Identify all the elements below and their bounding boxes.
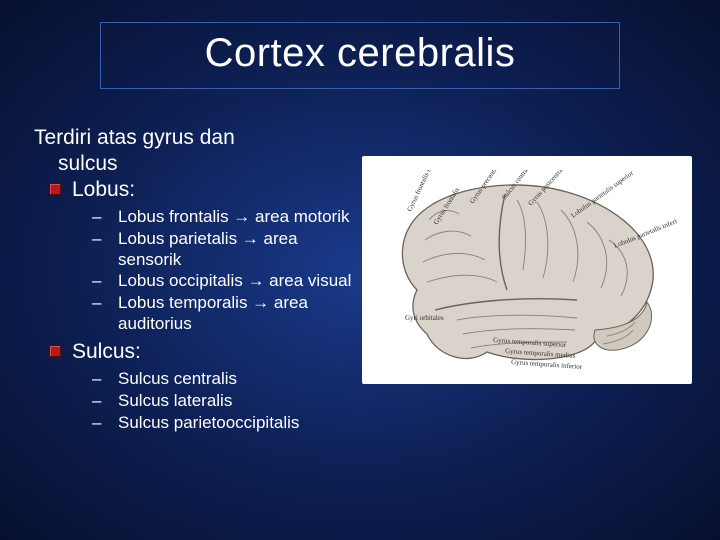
title-box: Cortex cerebralis	[100, 22, 620, 89]
slide-title: Cortex cerebralis	[101, 31, 619, 76]
intro-line-1: Terdiri atas gyrus dan	[34, 126, 354, 150]
brain-label: Gyrus temporalis inferior	[511, 358, 583, 370]
sulcus-item: Sulcus parietooccipitalis	[34, 413, 354, 434]
lobus-items: Lobus frontalis → area motorik Lobus par…	[34, 207, 354, 334]
sulcus-items: Sulcus centralis Sulcus lateralis Sulcus…	[34, 369, 354, 433]
lobus-item: Lobus temporalis → area auditorius	[34, 293, 354, 334]
slide: Cortex cerebralis Terdiri atas gyrus dan…	[0, 0, 720, 540]
lobus-item: Lobus occipitalis → area visual	[34, 271, 354, 292]
intro-line-2: sulcus	[34, 152, 354, 176]
brain-label: Gyri orbitales	[405, 314, 444, 322]
brain-figure: Gyrus frontalis superiorGyrus frontalisG…	[362, 156, 692, 384]
brain-illustration: Gyrus frontalis superiorGyrus frontalisG…	[377, 170, 677, 370]
lobus-item: Lobus frontalis → area motorik	[34, 207, 354, 228]
lobus-heading: Lobus:	[34, 178, 354, 203]
text-content: Terdiri atas gyrus dan sulcus Lobus: Lob…	[34, 126, 354, 439]
lobus-section: Lobus:	[34, 178, 354, 203]
sulcus-section: Sulcus:	[34, 340, 354, 365]
sulcus-item: Sulcus lateralis	[34, 391, 354, 412]
sulcus-heading: Sulcus:	[34, 340, 354, 365]
sulcus-item: Sulcus centralis	[34, 369, 354, 390]
lobus-item: Lobus parietalis → area sensorik	[34, 229, 354, 270]
